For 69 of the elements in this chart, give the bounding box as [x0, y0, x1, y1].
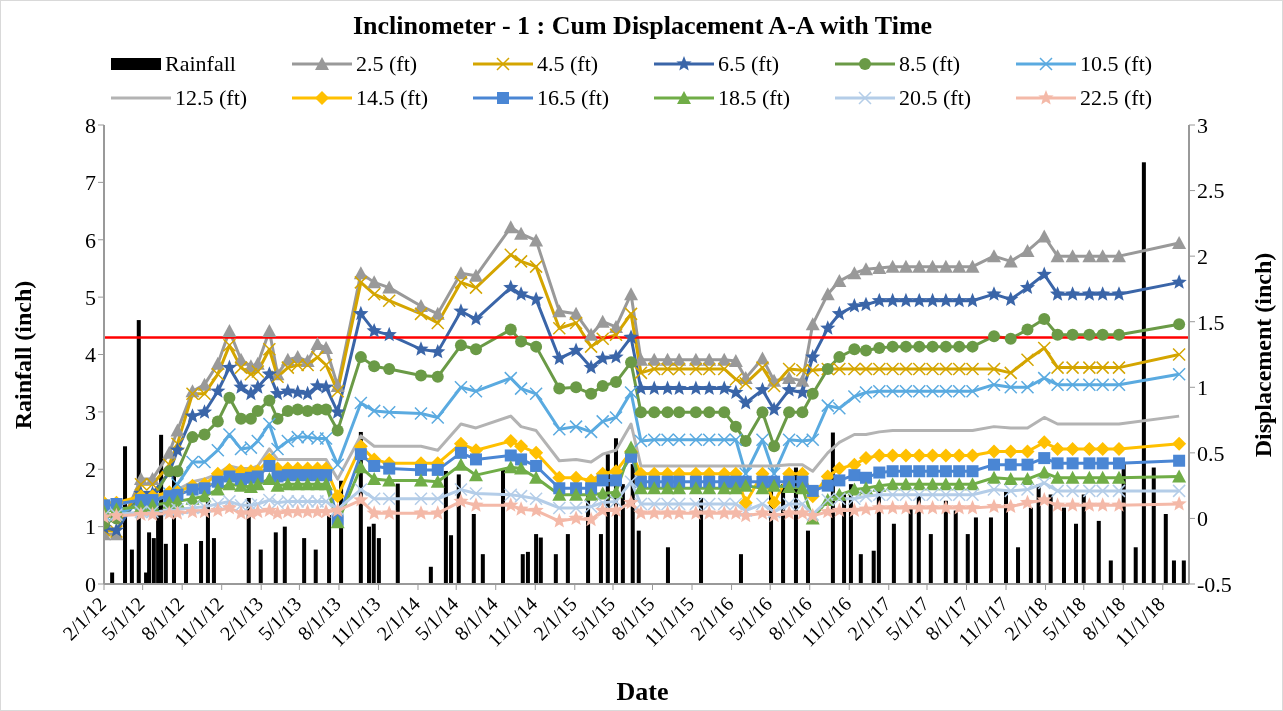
y2-axis-title: Displacement (inch): [1249, 252, 1277, 457]
y2-tick-label: 3: [1197, 112, 1208, 138]
bar: [1096, 520, 1101, 584]
bar: [538, 537, 543, 584]
bar: [129, 549, 134, 584]
legend-label: 12.5 (ft): [175, 85, 248, 111]
bar: [313, 549, 318, 584]
bar: [211, 538, 216, 584]
bar: [553, 554, 558, 584]
legend-label: 10.5 (ft): [1080, 51, 1153, 77]
bar: [273, 532, 278, 584]
bar: [184, 543, 189, 584]
bar: [1133, 547, 1138, 584]
y-axis-title: Rainfall (inch): [9, 280, 37, 429]
bar: [147, 532, 152, 584]
y-tick-label: 5: [85, 284, 96, 310]
legend-label: 20.5 (ft): [899, 85, 972, 111]
y2-tick-label: 2.5: [1197, 178, 1225, 204]
legend-label: 2.5 (ft): [356, 51, 418, 77]
bar: [665, 547, 670, 584]
legend-label: 14.5 (ft): [356, 85, 429, 111]
bar: [258, 549, 263, 584]
bar: [1108, 560, 1113, 584]
y2-tick-label: 1: [1197, 375, 1208, 401]
bar: [1151, 467, 1156, 584]
y-tick-label: 4: [85, 342, 96, 368]
bar: [965, 534, 970, 584]
y-tick-label: 8: [85, 112, 96, 138]
legend-label: 8.5 (ft): [899, 51, 961, 77]
bar: [1171, 560, 1176, 584]
bar: [525, 551, 530, 584]
legend-label: 16.5 (ft): [537, 85, 610, 111]
chart-title: Inclinometer - 1 : Cum Displacement A-A with Time: [351, 11, 934, 41]
bar: [199, 540, 204, 584]
bar: [565, 534, 570, 584]
legend-label: 6.5 (ft): [718, 51, 780, 77]
y-tick-label: 1: [85, 514, 96, 540]
y2-tick-label: 2: [1197, 243, 1208, 269]
bar: [858, 554, 863, 584]
bar: [480, 554, 485, 584]
bar: [302, 538, 307, 584]
bar: [534, 534, 539, 584]
y-tick-label: 7: [85, 170, 96, 196]
bar: [1074, 523, 1079, 584]
y-tick-label: 0: [85, 571, 96, 597]
y2-tick-label: 0: [1197, 506, 1208, 532]
y-tick-label: 2: [85, 457, 96, 483]
legend-label: Rainfall: [165, 51, 236, 77]
x-axis-title: Date: [615, 677, 670, 707]
legend-label: 18.5 (ft): [718, 85, 791, 111]
bar: [738, 554, 743, 584]
y2-tick-label: 1.5: [1197, 309, 1225, 335]
bar: [1016, 547, 1021, 584]
bar: [1181, 560, 1186, 584]
bar: [598, 534, 603, 584]
y2-tick-label: 0.5: [1197, 440, 1225, 466]
bar: [1163, 514, 1168, 584]
y-tick-label: 6: [85, 227, 96, 253]
bar: [891, 523, 896, 584]
bar: [928, 534, 933, 584]
legend-label: 4.5 (ft): [537, 51, 599, 77]
bar: [988, 517, 993, 584]
y2-tick-label: -0.5: [1197, 571, 1232, 597]
legend-label: 22.5 (ft): [1080, 85, 1153, 111]
bar: [805, 530, 810, 584]
bar: [282, 526, 287, 584]
bar: [636, 530, 641, 584]
y-tick-label: 3: [85, 399, 96, 425]
bar: [428, 566, 433, 584]
